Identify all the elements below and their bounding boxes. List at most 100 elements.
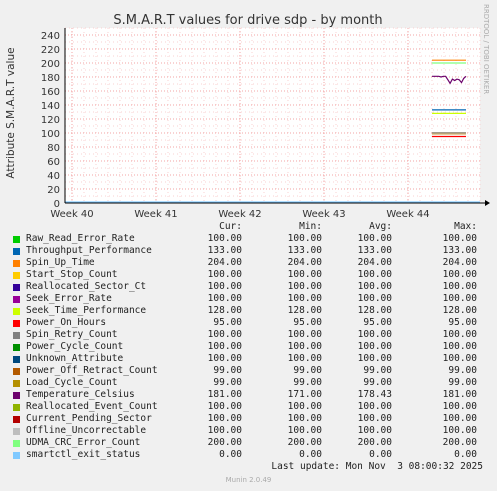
legend-row: Start_Stop_Count 100.00 100.00 100.00 100.00 xyxy=(0,269,497,281)
legend-row: Seek_Time_Performance 128.00 128.00 128.00 1… xyxy=(0,305,497,317)
legend-swatch xyxy=(13,367,20,375)
legend-header: Cur: Min: Avg: Max: xyxy=(0,221,497,233)
y-tick-label: 220 xyxy=(41,45,60,56)
y-tick-label: 160 xyxy=(41,87,60,98)
legend: Cur: Min: Avg: Max: Raw_Read_Error_Rate 1… xyxy=(0,221,497,461)
legend-name: Reallocated_Event_Count xyxy=(26,401,158,412)
legend-name: Unknown_Attribute xyxy=(26,353,124,364)
y-tick-label: 20 xyxy=(47,185,60,196)
legend-row: Power_Cycle_Count 100.00 100.00 100.00 100.0… xyxy=(0,341,497,353)
legend-max: 200.00 xyxy=(442,437,477,448)
munin-version: Munin 2.0.49 xyxy=(225,476,272,484)
legend-cur: 95.00 xyxy=(213,317,242,328)
series-lines xyxy=(65,59,480,203)
y-tick-label: 100 xyxy=(41,129,60,140)
legend-swatch xyxy=(13,319,20,327)
legend-cur: 100.00 xyxy=(207,341,242,352)
legend-min: 100.00 xyxy=(287,329,322,340)
legend-swatch xyxy=(13,295,20,303)
legend-avg: 100.00 xyxy=(357,341,392,352)
legend-avg: 100.00 xyxy=(357,233,392,244)
legend-avg: 100.00 xyxy=(357,353,392,364)
legend-min: 99.00 xyxy=(293,365,322,376)
x-tick-label: Week 43 xyxy=(302,209,345,220)
legend-row: Unknown_Attribute 100.00 100.00 100.00 100.0… xyxy=(0,353,497,365)
legend-row: Spin_Retry_Count 100.00 100.00 100.00 100.00 xyxy=(0,329,497,341)
legend-swatch xyxy=(13,283,20,291)
chart-area: S.M.A.R.T values for drive sdp - by mont… xyxy=(0,0,497,220)
legend-avg: 100.00 xyxy=(357,293,392,304)
legend-min: 99.00 xyxy=(293,377,322,388)
legend-name: Power_On_Hours xyxy=(26,317,107,328)
legend-min: 100.00 xyxy=(287,281,322,292)
legend-min: 100.00 xyxy=(287,353,322,364)
legend-swatch xyxy=(13,427,20,435)
legend-avg: 100.00 xyxy=(357,413,392,424)
last-update: Last update: Mon Nov 3 08:00:32 2025 xyxy=(271,461,483,472)
legend-avg: 128.00 xyxy=(357,305,392,316)
legend-avg: 0.00 xyxy=(369,449,392,460)
x-tick-label: Week 44 xyxy=(386,209,429,220)
legend-name: smartctl_exit_status xyxy=(26,449,141,460)
legend-cur: 100.00 xyxy=(207,293,242,304)
legend-row: Spin_Up_Time 204.00 204.00 204.00 204.00 xyxy=(0,257,497,269)
legend-cur: 99.00 xyxy=(213,377,242,388)
legend-max: 133.00 xyxy=(442,245,477,256)
x-axis-arrow xyxy=(485,200,490,206)
y-tick-label: 80 xyxy=(47,143,60,154)
legend-row: Offline_Uncorrectable 100.00 100.00 100.00 1… xyxy=(0,425,497,437)
legend-cur: 0.00 xyxy=(219,449,242,460)
legend-avg: 100.00 xyxy=(357,281,392,292)
legend-swatch xyxy=(13,331,20,339)
legend-min: 100.00 xyxy=(287,269,322,280)
legend-row: smartctl_exit_status 0.00 0.00 0.00 0.00 xyxy=(0,449,497,461)
legend-min: 100.00 xyxy=(287,293,322,304)
legend-min: 100.00 xyxy=(287,425,322,436)
legend-name: Start_Stop_Count xyxy=(26,269,118,280)
legend-avg: 99.00 xyxy=(363,377,392,388)
header-min: Min: xyxy=(299,221,322,232)
header-max: Max: xyxy=(454,221,477,232)
legend-name: Spin_Up_Time xyxy=(26,257,95,268)
legend-avg: 100.00 xyxy=(357,269,392,280)
legend-swatch xyxy=(13,391,20,399)
y-axis-label: Attribute S.M.A.R.T value xyxy=(5,47,17,178)
legend-row: Throughput_Performance 133.00 133.00 133.00… xyxy=(0,245,497,257)
legend-max: 181.00 xyxy=(442,389,477,400)
plot-background xyxy=(65,28,480,203)
legend-cur: 100.00 xyxy=(207,353,242,364)
legend-row: Load_Cycle_Count 99.00 99.00 99.00 99.00 xyxy=(0,377,497,389)
legend-name: Current_Pending_Sector xyxy=(26,413,152,424)
legend-name: Temperature_Celsius xyxy=(26,389,135,400)
legend-max: 100.00 xyxy=(442,413,477,424)
legend-name: Raw_Read_Error_Rate xyxy=(26,233,135,244)
legend-cur: 200.00 xyxy=(207,437,242,448)
legend-max: 99.00 xyxy=(448,365,477,376)
legend-name: Seek_Error_Rate xyxy=(26,293,112,304)
legend-min: 204.00 xyxy=(287,257,322,268)
legend-min: 95.00 xyxy=(293,317,322,328)
legend-max: 100.00 xyxy=(442,233,477,244)
x-tick-label: Week 40 xyxy=(50,209,93,220)
legend-min: 200.00 xyxy=(287,437,322,448)
legend-max: 95.00 xyxy=(448,317,477,328)
legend-cur: 204.00 xyxy=(207,257,242,268)
y-tick-label: 140 xyxy=(41,101,60,112)
legend-max: 100.00 xyxy=(442,269,477,280)
legend-row: Temperature_Celsius 181.00 171.00 178.43 181… xyxy=(0,389,497,401)
legend-min: 133.00 xyxy=(287,245,322,256)
legend-name: Spin_Retry_Count xyxy=(26,329,118,340)
legend-swatch xyxy=(13,271,20,279)
legend-min: 100.00 xyxy=(287,413,322,424)
legend-cur: 100.00 xyxy=(207,425,242,436)
major-grid xyxy=(65,28,480,204)
legend-avg: 178.43 xyxy=(357,389,392,400)
legend-avg: 99.00 xyxy=(363,365,392,376)
y-tick-label: 180 xyxy=(41,73,60,84)
legend-avg: 100.00 xyxy=(357,329,392,340)
legend-row: Power_Off_Retract_Count 99.00 99.00 99.00 99… xyxy=(0,365,497,377)
legend-swatch xyxy=(13,259,20,267)
legend-cur: 181.00 xyxy=(207,389,242,400)
legend-name: Seek_Time_Performance xyxy=(26,305,147,316)
legend-row: Current_Pending_Sector 100.00 100.00 100.00… xyxy=(0,413,497,425)
